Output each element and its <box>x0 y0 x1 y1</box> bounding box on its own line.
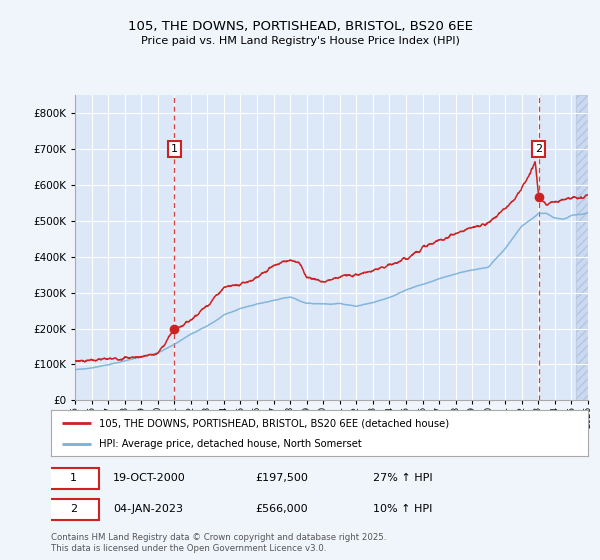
Bar <box>577 95 588 400</box>
Text: 19-OCT-2000: 19-OCT-2000 <box>113 473 185 483</box>
Text: HPI: Average price, detached house, North Somerset: HPI: Average price, detached house, Nort… <box>100 440 362 450</box>
Text: 10% ↑ HPI: 10% ↑ HPI <box>373 505 433 515</box>
Text: 04-JAN-2023: 04-JAN-2023 <box>113 505 183 515</box>
FancyBboxPatch shape <box>49 468 100 488</box>
Text: Price paid vs. HM Land Registry's House Price Index (HPI): Price paid vs. HM Land Registry's House … <box>140 36 460 46</box>
Text: 2: 2 <box>70 505 77 515</box>
Text: Contains HM Land Registry data © Crown copyright and database right 2025.
This d: Contains HM Land Registry data © Crown c… <box>51 533 386 553</box>
Text: £566,000: £566,000 <box>255 505 308 515</box>
Text: 105, THE DOWNS, PORTISHEAD, BRISTOL, BS20 6EE: 105, THE DOWNS, PORTISHEAD, BRISTOL, BS2… <box>128 20 473 32</box>
Text: £197,500: £197,500 <box>255 473 308 483</box>
FancyBboxPatch shape <box>49 499 100 520</box>
Text: 105, THE DOWNS, PORTISHEAD, BRISTOL, BS20 6EE (detached house): 105, THE DOWNS, PORTISHEAD, BRISTOL, BS2… <box>100 418 449 428</box>
Text: 2: 2 <box>535 144 542 154</box>
Text: 27% ↑ HPI: 27% ↑ HPI <box>373 473 433 483</box>
Text: 1: 1 <box>70 473 77 483</box>
Text: 1: 1 <box>171 144 178 154</box>
